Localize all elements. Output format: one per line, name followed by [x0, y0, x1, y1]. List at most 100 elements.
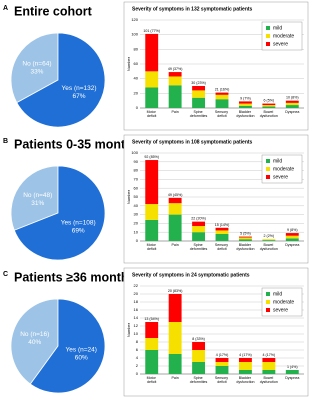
bar-segment — [145, 33, 159, 72]
bar-segment — [262, 103, 276, 106]
label-line: deficit — [217, 380, 226, 384]
y-tick-label: 16 — [134, 307, 139, 312]
x-tick-label: Spine deformities — [190, 376, 208, 384]
y-tick-label: 18 — [134, 299, 139, 304]
bar-segment — [192, 97, 206, 108]
bar-segment — [285, 235, 299, 239]
bar-segment — [262, 362, 276, 370]
y-tick-label: 0 — [136, 371, 139, 376]
label-line: deficit — [147, 247, 156, 251]
legend-swatch — [266, 308, 270, 312]
x-tick-label: Dyspnea — [285, 376, 299, 380]
y-tick-label: 6 — [136, 347, 139, 352]
bar-segment — [238, 358, 252, 362]
total-label: 92 (85%) — [144, 155, 159, 159]
bar-segment — [145, 338, 159, 350]
y-tick-label: 60 — [134, 185, 139, 190]
label-line: dysfunction — [260, 380, 278, 384]
x-tick-label: Pain — [172, 110, 179, 114]
label-line: Bladder — [239, 243, 252, 247]
x-tick-label: Bowel dysfunction — [260, 243, 278, 251]
label-line: Spine — [193, 243, 203, 247]
bar-segment — [215, 94, 229, 100]
y-tick-label: 0 — [136, 238, 139, 243]
y-tick-label: 8 — [136, 339, 139, 344]
label-line: deformities — [190, 380, 208, 384]
bar-segment — [215, 366, 229, 374]
total-label: 20 (83%) — [168, 289, 183, 293]
slice-value: 40% — [28, 339, 41, 346]
bar-segment — [238, 239, 252, 241]
total-label: 5 (5%) — [240, 232, 251, 236]
label-line: Spine — [193, 376, 203, 380]
label-line: Sensory — [215, 243, 229, 247]
legend-label: moderate — [273, 33, 294, 39]
y-tick-label: 0 — [136, 105, 139, 110]
pie-slice — [10, 32, 59, 104]
panel-title: Patients 0-35 months — [14, 137, 140, 151]
figure: A Entire cohort No (n=64)33% Yes (n=132)67%… — [3, 1, 309, 397]
label-line: dysfunction — [236, 380, 254, 384]
total-label: 9 (8%) — [287, 228, 298, 232]
y-axis-label: Number — [126, 189, 131, 204]
label-line: deficit — [217, 114, 226, 118]
bar-segment — [262, 106, 276, 108]
legend-label: moderate — [273, 299, 294, 305]
total-label: 6 (5%) — [264, 99, 275, 103]
pie-slice — [16, 32, 106, 128]
y-tick-label: 14 — [134, 315, 139, 320]
label-line: Bladder — [239, 376, 252, 380]
x-tick-label: Bladder dysfunction — [236, 243, 254, 251]
bar-segment — [145, 350, 159, 374]
label-line: deformities — [190, 247, 208, 251]
legend-label: mild — [273, 291, 282, 297]
x-tick-label: Motor deficit — [147, 110, 157, 118]
y-tick-label: 20 — [134, 90, 139, 95]
y-tick-label: 120 — [131, 17, 138, 22]
y-tick-label: 90 — [134, 159, 139, 164]
bar-segment — [168, 294, 182, 322]
total-label: 30 (23%) — [191, 81, 206, 85]
bar-segment — [215, 362, 229, 366]
x-tick-label: Pain — [172, 243, 179, 247]
bar-segment — [238, 236, 252, 238]
bar-segment — [168, 85, 182, 108]
x-tick-label: Sensory deficit — [215, 376, 229, 384]
bar-segment — [145, 204, 159, 220]
y-tick-label: 40 — [134, 203, 139, 208]
total-label: 10 (8%) — [286, 96, 299, 100]
label-line: Sensory — [215, 110, 229, 114]
bar-segment — [168, 72, 182, 77]
pie-slice — [13, 165, 106, 261]
legend-swatch — [266, 159, 270, 163]
total-label: 22 (20%) — [191, 217, 206, 221]
bar-segment — [262, 370, 276, 374]
legend-label: severe — [273, 174, 288, 180]
legend-label: moderate — [273, 166, 294, 172]
panel-letter: B — [3, 138, 8, 145]
total-label: 4 (17%) — [263, 353, 276, 357]
label-line: dysfunction — [236, 247, 254, 251]
y-tick-label: 20 — [134, 291, 139, 296]
bar-segment — [285, 102, 299, 106]
chart-title: Severity of symptoms in 132 symptomatic … — [132, 6, 253, 12]
slice-label: No (n=16) — [20, 331, 49, 338]
slice-label: No (n=48) — [23, 192, 52, 199]
total-label: 21 (16%) — [215, 88, 230, 92]
slice-value: 31% — [31, 200, 44, 207]
bar-segment — [145, 87, 159, 108]
bar-segment — [215, 99, 229, 108]
x-tick-label: Motor deficit — [147, 243, 157, 251]
x-tick-label: Bowel dysfunction — [260, 110, 278, 118]
pie-slice — [10, 165, 59, 231]
bar-segment — [215, 233, 229, 241]
bar-segment — [192, 342, 206, 350]
y-tick-label: 22 — [134, 283, 139, 288]
x-tick-label: Bladder dysfunction — [236, 376, 254, 384]
bar-segment — [192, 90, 206, 98]
bar-segment — [285, 105, 299, 108]
label-line: dysfunction — [260, 247, 278, 251]
bar-segment — [168, 197, 182, 204]
y-tick-label: 100 — [131, 150, 138, 155]
